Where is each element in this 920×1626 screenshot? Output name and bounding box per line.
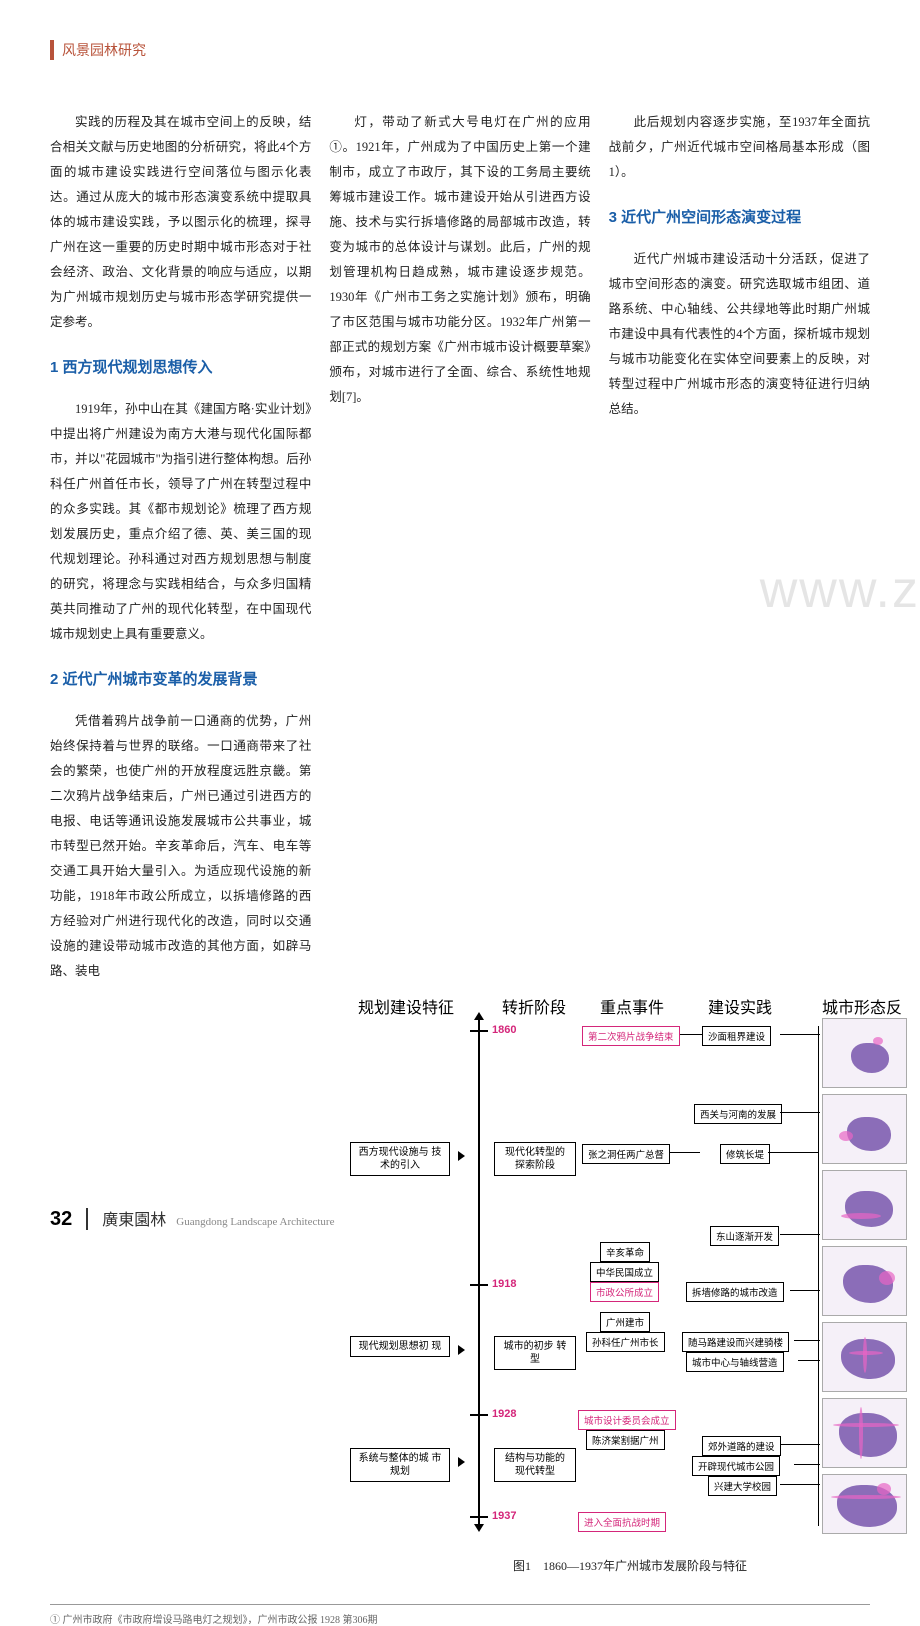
section-heading-3: 3 近代广州空间形态演变过程 (609, 203, 870, 233)
practice-box-1: 沙面租界建设 (702, 1026, 771, 1046)
connector-line (794, 1340, 820, 1341)
connector-line (780, 1444, 820, 1445)
column-1: 实践的历程及其在城市空间上的反映，结合相关文献与历史地图的分析研究，将此4个方面… (50, 110, 311, 984)
event-box-5: 市政公所成立 (590, 1282, 659, 1302)
map-thumb-2 (822, 1094, 907, 1164)
feature-box-1: 西方现代设施与 技术的引入 (350, 1142, 450, 1176)
map-thumb-1 (822, 1018, 907, 1088)
timeline-year-1918: 1918 (492, 1278, 516, 1290)
page-number: 32 (50, 1208, 72, 1231)
connector-line (798, 1360, 820, 1361)
timeline-arrow-down-icon (474, 1524, 484, 1532)
feature-box-3: 系统与整体的城 市规划 (350, 1448, 450, 1482)
connector-line (780, 1034, 820, 1035)
phase-box-2: 城市的初步 转型 (494, 1336, 576, 1370)
fig-header-1: 规划建设特征 (358, 994, 454, 1018)
figure-diagram: 规划建设特征 转折阶段 重点事件 建设实践 城市形态反映 1860 1918 1… (350, 994, 910, 1549)
map-thumb-7 (822, 1474, 907, 1534)
col3-para2: 近代广州城市建设活动十分活跃，促进了城市空间形态的演变。研究选取城市组团、道路系… (609, 247, 870, 422)
practice-box-5: 拆墙修路的城市改造 (686, 1282, 784, 1302)
map-thumb-4 (822, 1246, 907, 1316)
column-3: 此后规划内容逐步实施，至1937年全面抗战前夕，广州近代城市空间格局基本形成（图… (609, 110, 870, 984)
practice-box-8: 郊外道路的建设 (702, 1436, 781, 1456)
fig-header-4: 建设实践 (708, 994, 772, 1018)
section-heading-2: 2 近代广州城市变革的发展背景 (50, 665, 311, 695)
practice-box-6: 随马路建设而兴建骑楼 (682, 1332, 789, 1352)
event-box-9: 陈济棠割据广州 (586, 1430, 665, 1450)
connector-line (780, 1112, 820, 1113)
event-box-3: 辛亥革命 (600, 1242, 650, 1262)
triangle-right-icon (458, 1457, 465, 1467)
timeline-tick (470, 1414, 488, 1416)
phase-box-3: 结构与功能的 现代转型 (494, 1448, 576, 1482)
connector-line (768, 1152, 818, 1153)
col2-para1: 灯，带动了新式大号电灯在广州的应用①。1921年，广州成为了中国历史上第一个建制… (329, 110, 590, 410)
col1-para3: 凭借着鸦片战争前一口通商的优势，广州始终保持着与世界的联络。一口通商带来了社会的… (50, 709, 311, 984)
timeline-tick (470, 1516, 488, 1518)
event-box-2: 张之洞任两广总督 (582, 1144, 670, 1164)
map-thumb-6 (822, 1398, 907, 1468)
map-thumb-5 (822, 1322, 907, 1392)
page-footer: 32 廣東園林 Guangdong Landscape Architecture (50, 1206, 334, 1231)
practice-box-4: 东山逐渐开发 (710, 1226, 779, 1246)
event-box-10: 进入全面抗战时期 (578, 1512, 666, 1532)
connector-line (790, 1290, 820, 1291)
phase-box-1: 现代化转型的 探索阶段 (494, 1142, 576, 1176)
event-box-4: 中华民国成立 (590, 1262, 659, 1282)
col1-para1: 实践的历程及其在城市空间上的反映，结合相关文献与历史地图的分析研究，将此4个方面… (50, 110, 311, 335)
connector-line (780, 1234, 820, 1235)
connector-line (794, 1464, 820, 1465)
timeline-year-1937: 1937 (492, 1510, 516, 1522)
triangle-right-icon (458, 1151, 465, 1161)
connector-line (780, 1484, 820, 1485)
footnote: ① 广州市政府《市政府增设马路电灯之规划》，广州市政公报 1928 第306期 (50, 1604, 870, 1626)
col1-para2: 1919年，孙中山在其《建国方略·实业计划》中提出将广州建设为南方大港与现代化国… (50, 397, 311, 647)
column-2: 灯，带动了新式大号电灯在广州的应用①。1921年，广州成为了中国历史上第一个建制… (329, 110, 590, 984)
timeline-tick (470, 1030, 488, 1032)
text-columns: 实践的历程及其在城市空间上的反映，结合相关文献与历史地图的分析研究，将此4个方面… (50, 110, 870, 984)
practice-box-3: 修筑长堤 (720, 1144, 770, 1164)
connector-vline (818, 1026, 819, 1526)
practice-box-9: 开辟现代城市公园 (692, 1456, 780, 1476)
practice-box-2: 西关与河南的发展 (694, 1104, 782, 1124)
event-box-7: 孙科任广州市长 (586, 1332, 665, 1352)
triangle-right-icon (458, 1345, 465, 1355)
timeline-year-1860: 1860 (492, 1024, 516, 1036)
feature-box-2: 现代规划思想初 现 (350, 1336, 450, 1357)
section-heading-1: 1 西方现代规划思想传入 (50, 353, 311, 383)
category-header: 风景园林研究 (50, 40, 870, 60)
event-box-1: 第二次鸦片战争结束 (582, 1026, 680, 1046)
timeline-axis (478, 1018, 480, 1528)
footer-divider (86, 1208, 88, 1230)
connector-line (680, 1034, 702, 1035)
practice-box-7: 城市中心与轴线营造 (686, 1352, 784, 1372)
col3-para1: 此后规划内容逐步实施，至1937年全面抗战前夕，广州近代城市空间格局基本形成（图… (609, 110, 870, 185)
event-box-6: 广州建市 (600, 1312, 650, 1332)
timeline-tick (470, 1284, 488, 1286)
fig-header-3: 重点事件 (600, 994, 664, 1018)
journal-name-en: Guangdong Landscape Architecture (176, 1216, 334, 1228)
journal-name-cn: 廣東園林 (102, 1206, 166, 1230)
timeline-year-1928: 1928 (492, 1408, 516, 1420)
figure-caption: 图1 1860—1937年广州城市发展阶段与特征 (350, 1557, 910, 1574)
map-thumb-3 (822, 1170, 907, 1240)
connector-line (670, 1152, 700, 1153)
event-box-8: 城市设计委员会成立 (578, 1410, 676, 1430)
practice-box-10: 兴建大学校园 (708, 1476, 777, 1496)
figure-1: 规划建设特征 转折阶段 重点事件 建设实践 城市形态反映 1860 1918 1… (350, 994, 910, 1574)
fig-header-2: 转折阶段 (502, 994, 566, 1018)
